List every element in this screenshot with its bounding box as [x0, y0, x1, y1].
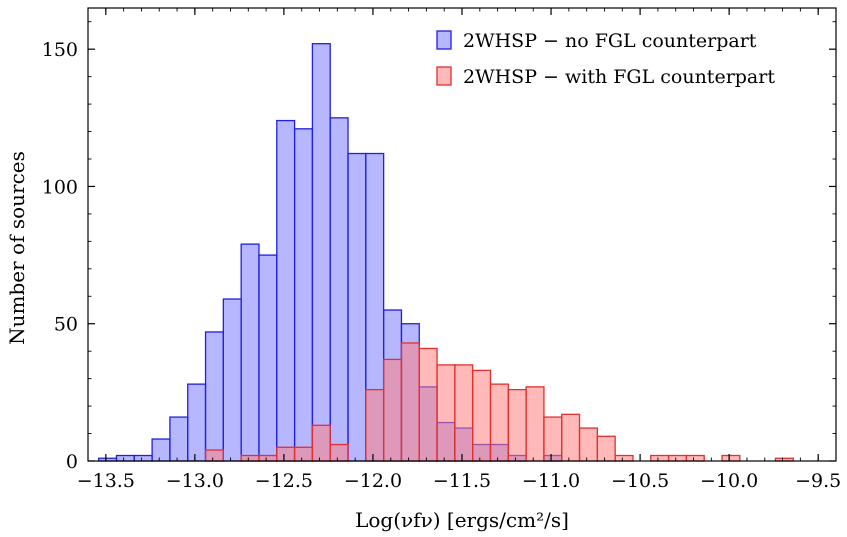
bar-series2-bin26: [721, 454, 741, 462]
bar-series2-bin5: [293, 446, 314, 462]
bar-series1-bin7: [204, 331, 224, 462]
bar-series2-bin12: [436, 364, 456, 462]
bar-series2-bin23: [650, 454, 670, 462]
bar-series1-bin4: [151, 438, 171, 462]
bar-series2-bin14: [472, 369, 492, 462]
bar-series2-bin16: [507, 388, 527, 462]
y-axis-title: Number of sources: [5, 151, 29, 345]
bar-series1-bin12: [293, 128, 314, 462]
x-tick-label: −10.0: [700, 470, 758, 492]
bar-series1-bin6: [187, 383, 207, 462]
legend-label-2: 2WHSP − with FGL counterpart: [463, 66, 775, 88]
bar-series2-bin4: [276, 446, 296, 462]
legend-swatch-1: [436, 30, 452, 50]
bar-series2-bin7: [329, 443, 349, 462]
bar-series1-bin5: [169, 416, 189, 462]
bar-series2-bin2: [240, 454, 260, 462]
bar-series1-bin10: [258, 254, 278, 462]
x-tick-label: −12.5: [255, 470, 313, 492]
bar-series2-bin15: [489, 383, 509, 462]
x-tick-label: −12.0: [344, 470, 402, 492]
bar-series1-bin2: [115, 454, 135, 462]
x-tick-label: −10.5: [611, 470, 669, 492]
x-tick-label: −13.0: [166, 470, 224, 492]
y-tick-label: 150: [42, 39, 78, 61]
bar-series1-bin8: [222, 298, 242, 462]
bar-series2-bin10: [400, 342, 420, 462]
x-tick-label: −11.0: [522, 470, 580, 492]
plot-frame: [87, 7, 837, 462]
legend-label-1: 2WHSP − no FGL counterpart: [463, 30, 757, 52]
bar-series1-bin15: [347, 152, 367, 462]
y-tick-label: 0: [66, 451, 78, 473]
bar-series2-bin21: [596, 435, 616, 462]
bar-series2-bin11: [418, 347, 438, 462]
bar-series2-bin24: [667, 454, 688, 462]
bar-series2-bin9: [382, 358, 403, 462]
x-tick-label: −11.5: [433, 470, 491, 492]
bar-series2-bin13: [454, 364, 474, 462]
bar-series2-bin6: [311, 424, 331, 462]
bar-series1-bin14: [329, 117, 349, 462]
bar-series1-bin13: [311, 43, 331, 462]
bar-series2-bin20: [578, 427, 598, 462]
legend-swatch-2: [436, 66, 452, 86]
bar-series2-bin18: [543, 416, 563, 462]
x-axis-title: Log(νfν) [ergs/cm²/s]: [355, 508, 569, 532]
bar-series2-bin19: [561, 413, 581, 462]
x-tick-label: −13.5: [77, 470, 135, 492]
bar-series1-bin9: [240, 243, 260, 462]
bar-series1-bin11: [276, 119, 296, 462]
bar-series2-bin25: [685, 454, 705, 462]
bar-series2-bin1: [204, 449, 224, 462]
y-tick-label: 100: [42, 176, 78, 198]
bar-series1-bin3: [133, 454, 153, 462]
y-tick-label: 50: [54, 314, 78, 336]
bars-layer: [98, 43, 794, 462]
bar-series2-bin8: [365, 388, 385, 462]
legend: 2WHSP − no FGL counterpart 2WHSP − with F…: [436, 30, 775, 88]
x-tick-label: −9.5: [795, 470, 841, 492]
bar-series2-bin17: [525, 386, 545, 462]
bar-series2-bin22: [614, 454, 634, 462]
bar-series2-bin3: [258, 454, 278, 462]
